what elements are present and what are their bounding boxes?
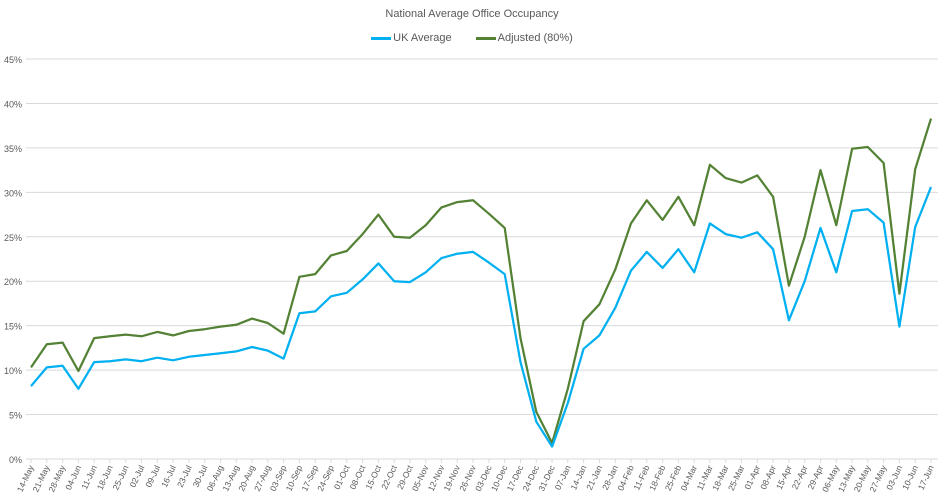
- series-line-uk-average: [30, 186, 933, 448]
- legend: UK Average Adjusted (80%): [0, 32, 944, 44]
- series-line-adjusted: [30, 118, 933, 445]
- legend-item-uk-average: UK Average: [371, 32, 452, 44]
- y-tick-label: 15%: [4, 322, 22, 332]
- y-tick-label: 5%: [9, 411, 22, 421]
- y-tick-label: 40%: [4, 99, 22, 109]
- y-tick-label: 0%: [9, 455, 22, 465]
- y-tick-label: 20%: [4, 277, 22, 287]
- y-tick-label: 35%: [4, 144, 22, 154]
- legend-swatch-icon: [475, 36, 496, 40]
- legend-swatch-icon: [371, 36, 392, 40]
- chart-title: National Average Office Occupancy: [385, 8, 559, 20]
- legend-item-adjusted: Adjusted (80%): [475, 32, 573, 44]
- y-tick-label: 30%: [4, 188, 22, 198]
- legend-label: UK Average: [393, 32, 452, 44]
- y-tick-label: 25%: [4, 233, 22, 243]
- legend-label: Adjusted (80%): [497, 32, 573, 44]
- y-tick-label: 45%: [4, 55, 22, 65]
- y-tick-label: 10%: [4, 366, 22, 376]
